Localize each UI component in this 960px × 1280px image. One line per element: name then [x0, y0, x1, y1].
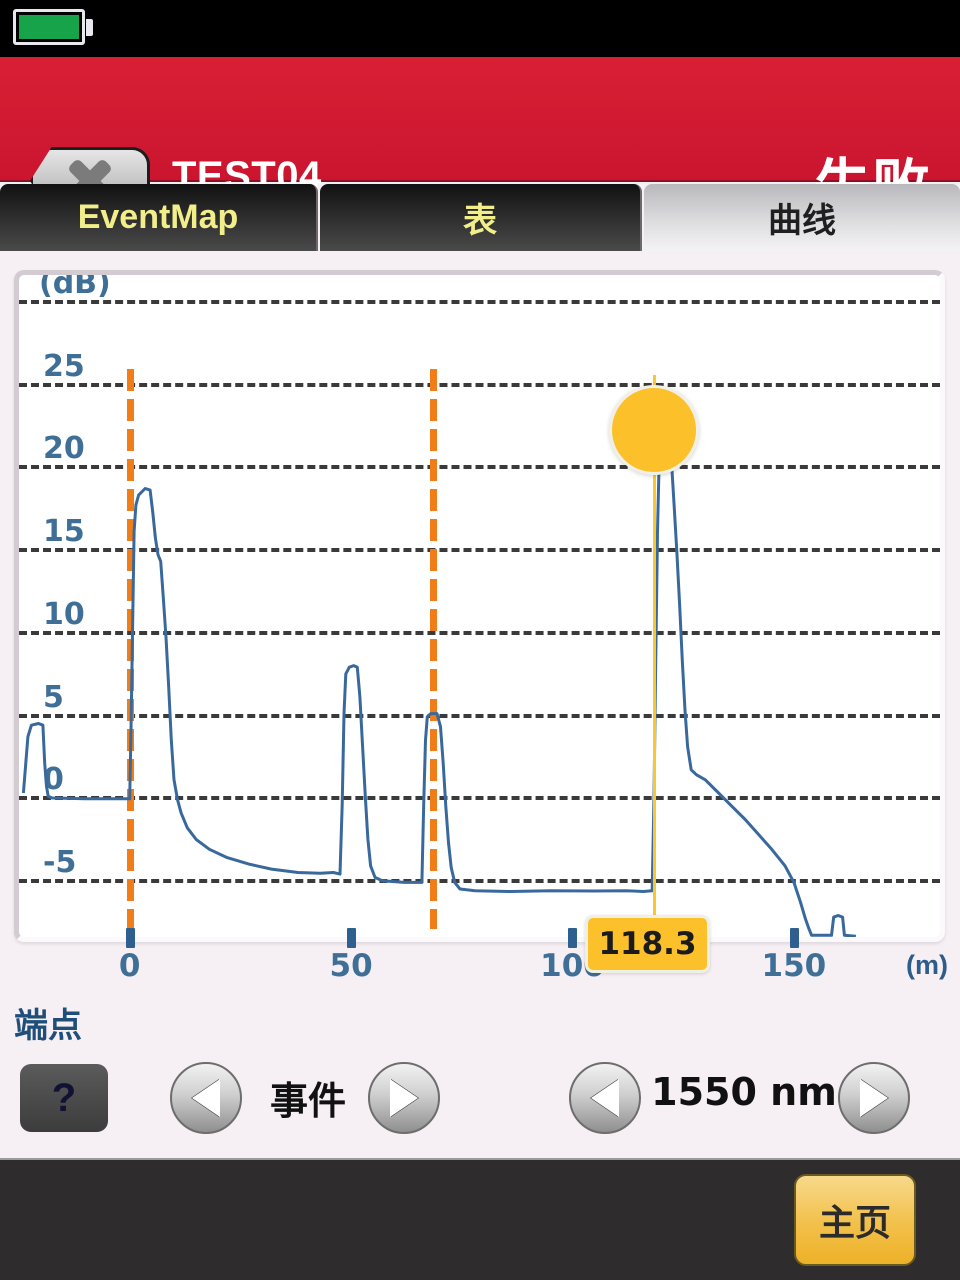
tab-eventmap[interactable]: EventMap — [0, 184, 318, 251]
wavelength-label: 1550 nm — [651, 1070, 837, 1114]
triangle-right-icon — [390, 1079, 418, 1117]
gridline — [19, 548, 940, 553]
event-prev-button[interactable] — [170, 1062, 242, 1134]
triangle-left-icon — [192, 1079, 220, 1117]
y-axis-tick-label: -5 — [43, 845, 77, 881]
tab-curve[interactable]: 曲线 — [644, 184, 960, 251]
triangle-left-icon — [591, 1079, 619, 1117]
battery-cap-icon — [86, 19, 93, 36]
x-axis-tick-label: 150 — [761, 948, 827, 984]
triangle-right-icon — [860, 1079, 888, 1117]
x-axis-tick — [568, 928, 578, 948]
x-axis-tick — [789, 928, 799, 948]
cursor-handle[interactable] — [608, 385, 699, 475]
wavelength-prev-button[interactable] — [569, 1062, 641, 1134]
x-axis-unit-label: (m) — [906, 950, 948, 980]
battery-level-fill — [19, 15, 79, 39]
gridline — [19, 382, 940, 387]
gridline — [19, 879, 940, 884]
wavelength-next-button[interactable] — [838, 1062, 910, 1134]
endpoint-label: 端点 — [14, 1006, 82, 1046]
gridline — [19, 713, 940, 718]
footer-bar: 主页 — [0, 1158, 960, 1280]
gridline — [19, 630, 940, 635]
status-bar — [0, 0, 960, 57]
event-label: 事件 — [269, 1079, 346, 1123]
cursor-value-tooltip: 118.3 — [585, 915, 710, 973]
x-axis-tick — [125, 928, 135, 948]
x-axis-tick — [347, 928, 357, 948]
title-bar: TEST04 失败 — [0, 57, 960, 220]
event-marker-line[interactable] — [126, 369, 134, 929]
y-axis-unit-label: (dB) — [39, 275, 111, 301]
y-axis-tick-label: 10 — [43, 596, 85, 632]
gridline — [19, 299, 940, 304]
tab-bar: EventMap 表 曲线 — [0, 184, 960, 251]
trace-plot-area[interactable]: -5 0 5 10 15 20 25 (dB) — [19, 275, 940, 937]
gridline — [19, 465, 940, 470]
trace-line — [21, 440, 857, 937]
x-axis-tick-label: 50 — [329, 948, 373, 984]
trace-chart-panel[interactable]: -5 0 5 10 15 20 25 (dB) — [14, 270, 945, 942]
y-axis-tick-label: 20 — [43, 431, 85, 467]
battery-full-icon — [13, 9, 85, 45]
tab-table[interactable]: 表 — [320, 184, 642, 251]
y-axis-tick-label: 25 — [43, 348, 85, 384]
help-button[interactable]: ? — [20, 1064, 108, 1132]
home-button[interactable]: 主页 — [794, 1174, 916, 1266]
gridline — [19, 796, 940, 801]
event-marker-line[interactable] — [430, 369, 437, 929]
event-next-button[interactable] — [368, 1062, 440, 1134]
x-axis-tick-label: 0 — [118, 948, 141, 984]
y-axis-tick-label: 5 — [43, 679, 64, 715]
y-axis-tick-label: 15 — [43, 514, 85, 550]
cursor-line[interactable] — [652, 375, 656, 937]
